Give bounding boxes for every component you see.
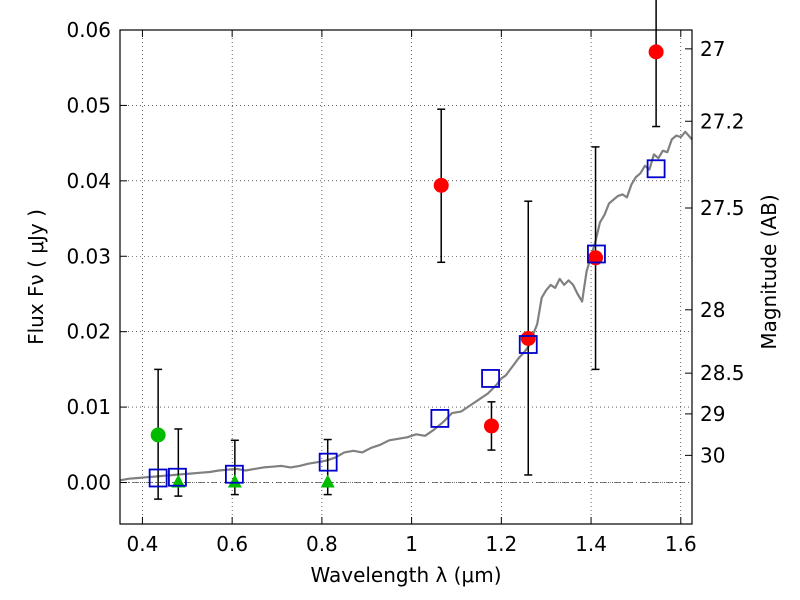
flux-point bbox=[433, 177, 449, 193]
model-square bbox=[148, 468, 168, 488]
model-square bbox=[168, 467, 187, 487]
x-tick-label: 1.4 bbox=[575, 532, 607, 556]
model-square bbox=[481, 369, 500, 388]
right-tick-label: 28.5 bbox=[700, 361, 745, 385]
flux-point bbox=[483, 418, 499, 434]
y-tick-label: 0.04 bbox=[66, 169, 111, 193]
y-tick-label: 0.05 bbox=[66, 93, 111, 117]
x-axis-label: Wavelength λ (μm) bbox=[310, 563, 501, 587]
x-tick-label: 0.8 bbox=[306, 532, 338, 556]
data-series bbox=[119, 0, 693, 500]
y-tick-label: 0.00 bbox=[66, 471, 111, 495]
upper-limit-triangle bbox=[227, 474, 242, 488]
model-square bbox=[224, 464, 244, 484]
right-tick-label: 28 bbox=[700, 298, 725, 322]
flux-point bbox=[588, 250, 604, 266]
model-square bbox=[318, 452, 338, 472]
y-axis-label: Flux Fν ( μJy ) bbox=[24, 209, 48, 345]
model-square bbox=[430, 409, 450, 428]
right-tick-label: 27.5 bbox=[700, 196, 745, 220]
right-tick-label: 30 bbox=[700, 443, 725, 467]
model-square bbox=[587, 244, 606, 264]
spectrum-line bbox=[119, 130, 693, 482]
y-tick-label: 0.02 bbox=[66, 320, 111, 344]
upper-limit-triangle bbox=[320, 474, 335, 488]
x-tick-label: 1.6 bbox=[665, 532, 697, 556]
right-tick-label: 27 bbox=[700, 37, 725, 61]
upper-limit-triangle bbox=[171, 474, 186, 488]
model-square bbox=[646, 159, 666, 179]
x-tick-label: 1 bbox=[405, 532, 418, 556]
plot-frame bbox=[119, 29, 693, 525]
axis-ticks: 0.4 0.6 0.8 1 1.2 1.4 1.6 0.00 0.01 0.02 0.03 0.04 0… bbox=[66, 18, 744, 556]
y-tick-label: 0.01 bbox=[66, 395, 111, 419]
x-tick-label: 0.6 bbox=[216, 532, 248, 556]
x-tick-label: 1.2 bbox=[485, 532, 517, 556]
right-axis-label: Magnitude (AB) bbox=[757, 194, 781, 349]
flux-point bbox=[520, 330, 536, 346]
model-square bbox=[518, 335, 538, 354]
y-tick-label: 0.03 bbox=[66, 244, 111, 268]
flux-point bbox=[150, 427, 166, 443]
flux-point bbox=[648, 44, 664, 60]
grid-lines bbox=[120, 29, 692, 524]
right-tick-label: 29 bbox=[700, 402, 725, 426]
y-tick-label: 0.06 bbox=[66, 18, 111, 42]
x-tick-label: 0.4 bbox=[127, 532, 159, 556]
right-tick-label: 27.2 bbox=[700, 109, 745, 133]
